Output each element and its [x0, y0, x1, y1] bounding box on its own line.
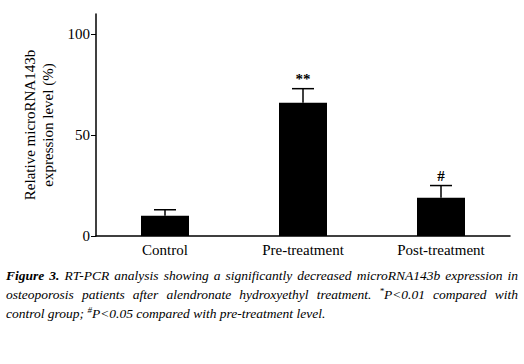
svg-text:Relative microRNA143b: Relative microRNA143b [22, 50, 38, 200]
svg-text:expression level (%): expression level (%) [40, 63, 57, 186]
svg-text:Post-treatment: Post-treatment [397, 242, 485, 258]
svg-text:0: 0 [83, 228, 91, 244]
svg-text:100: 100 [68, 26, 91, 42]
svg-text:Pre-treatment: Pre-treatment [262, 242, 344, 258]
svg-text:**: ** [296, 71, 311, 87]
svg-text:Control: Control [142, 242, 188, 258]
svg-text:#: # [437, 168, 445, 184]
svg-text:50: 50 [75, 127, 90, 143]
html-text:Figure 3. RT-PCR analysis show: Figure 3. RT-PCR analysis showing a sign… [6, 268, 518, 321]
